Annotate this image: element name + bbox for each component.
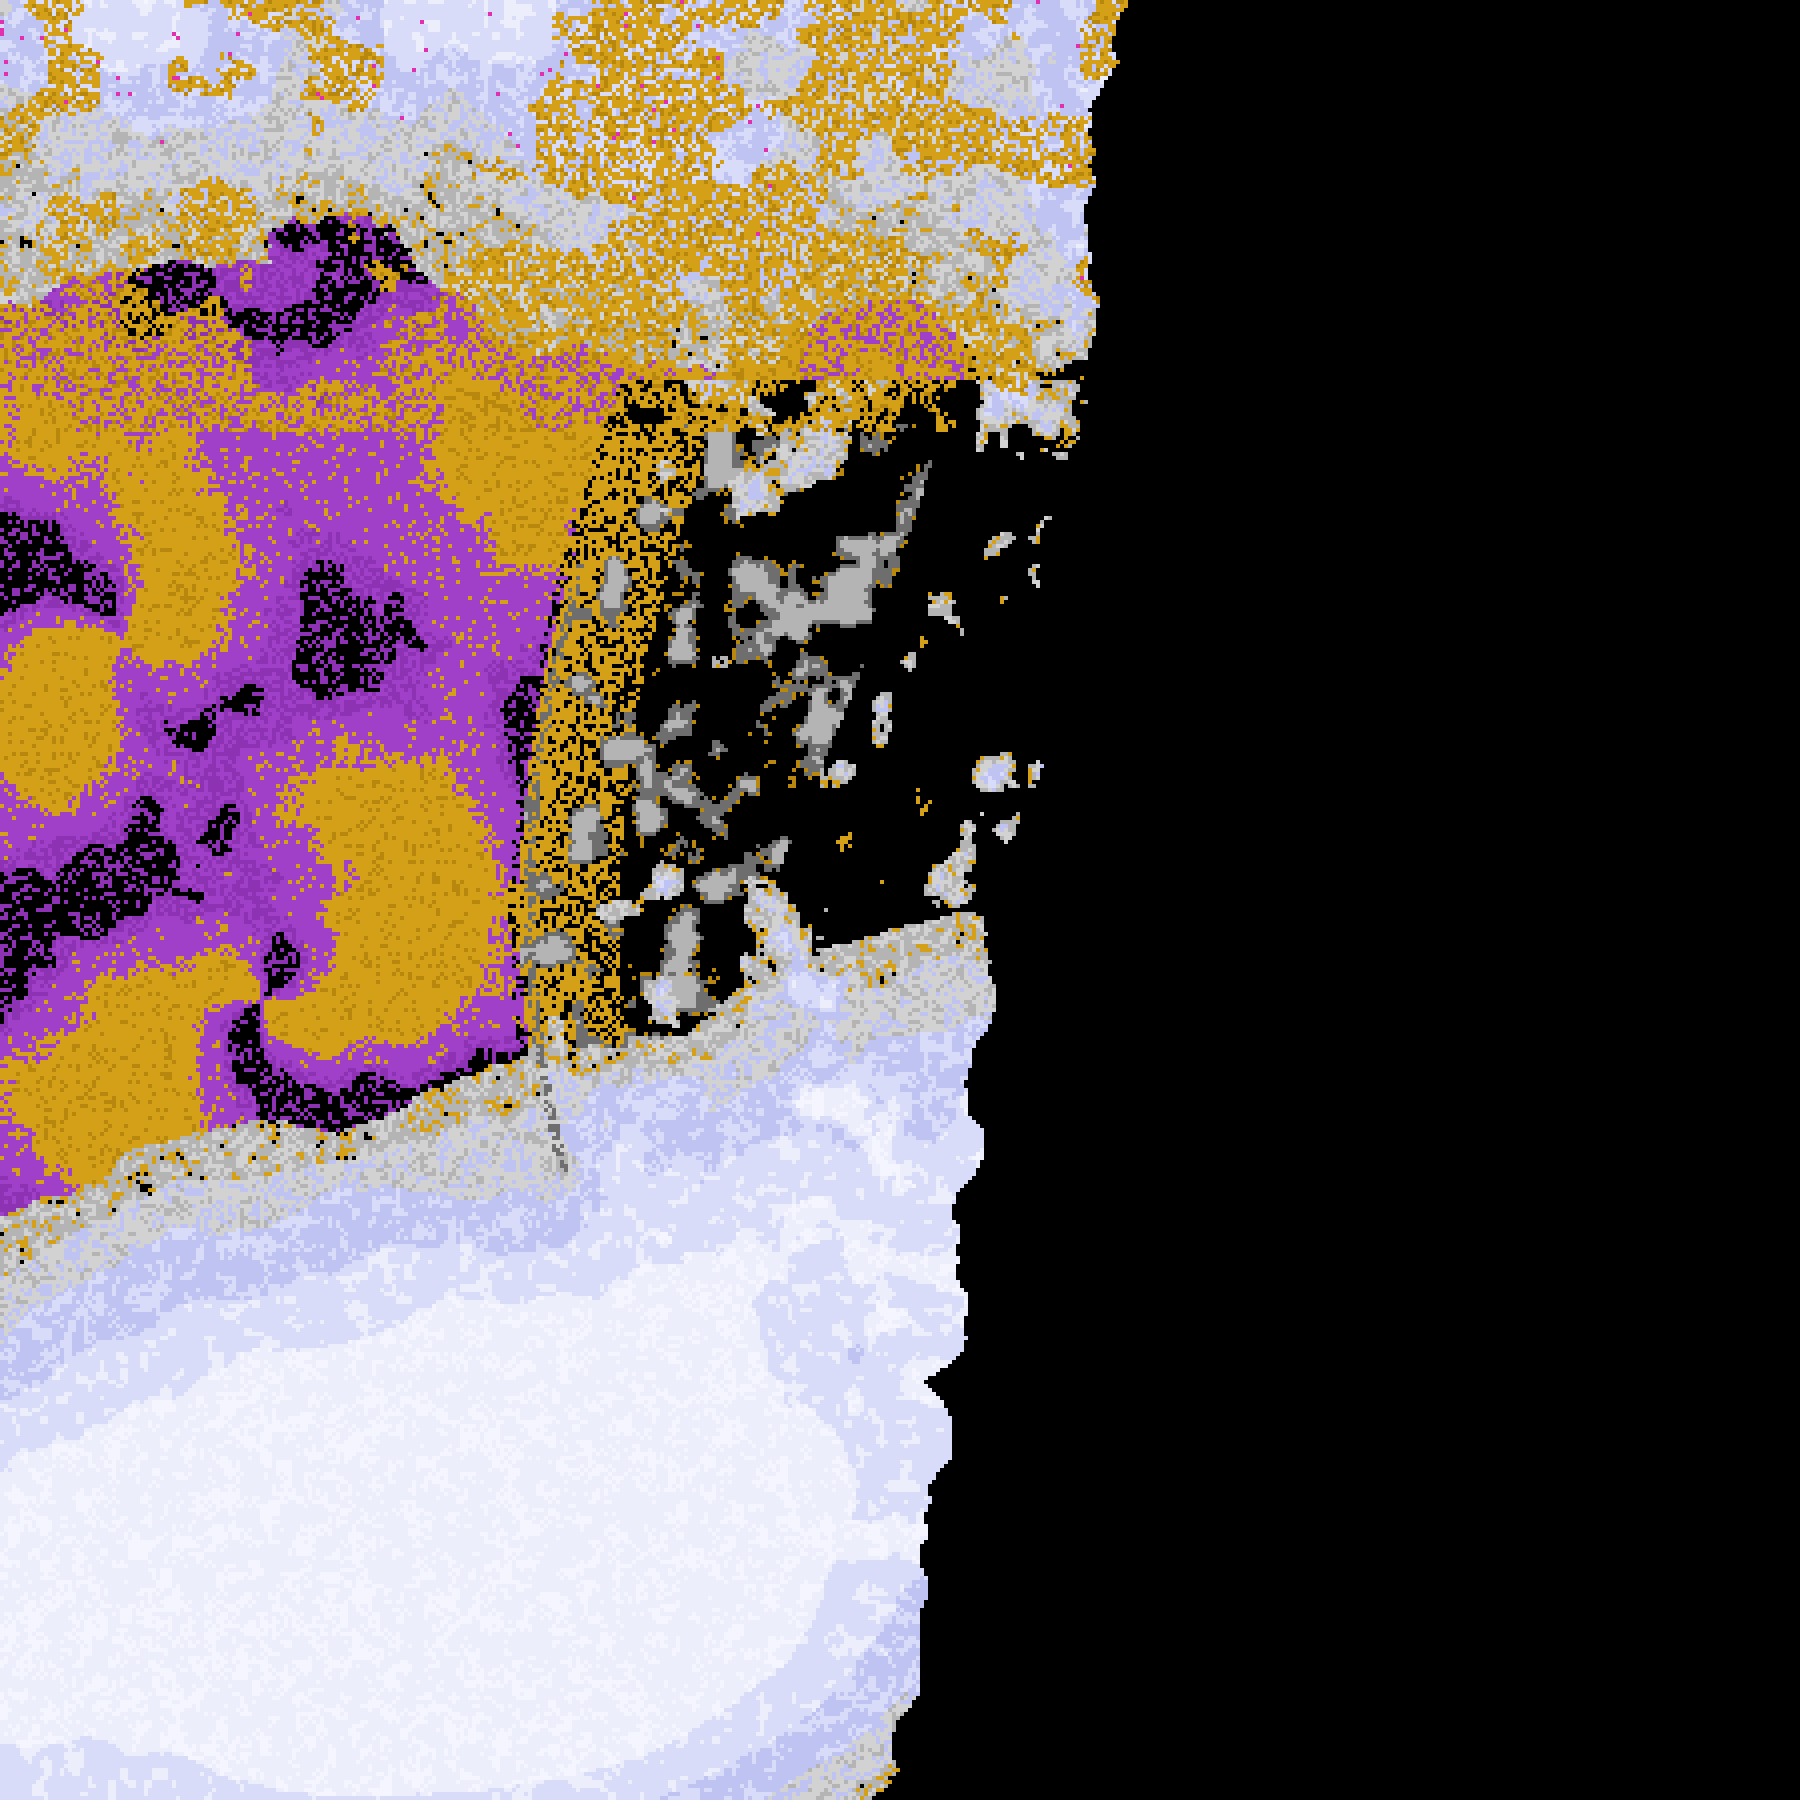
satellite-image-viewport: False-Color Satellite Scene Posterized f… [0,0,1800,1800]
satellite-false-color-canvas [0,0,1800,1800]
